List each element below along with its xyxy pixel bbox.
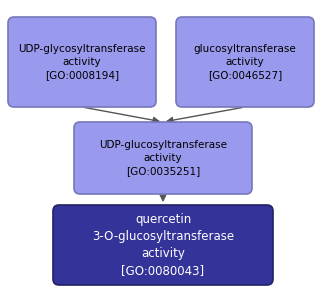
FancyBboxPatch shape [74,122,252,194]
FancyBboxPatch shape [176,17,314,107]
Text: glucosyltransferase
activity
[GO:0046527]: glucosyltransferase activity [GO:0046527… [194,44,296,80]
Text: UDP-glycosyltransferase
activity
[GO:0008194]: UDP-glycosyltransferase activity [GO:000… [18,44,146,80]
Text: UDP-glucosyltransferase
activity
[GO:0035251]: UDP-glucosyltransferase activity [GO:003… [99,140,227,176]
FancyBboxPatch shape [53,205,273,285]
Text: quercetin
3-O-glucosyltransferase
activity
[GO:0080043]: quercetin 3-O-glucosyltransferase activi… [92,213,234,277]
FancyBboxPatch shape [8,17,156,107]
